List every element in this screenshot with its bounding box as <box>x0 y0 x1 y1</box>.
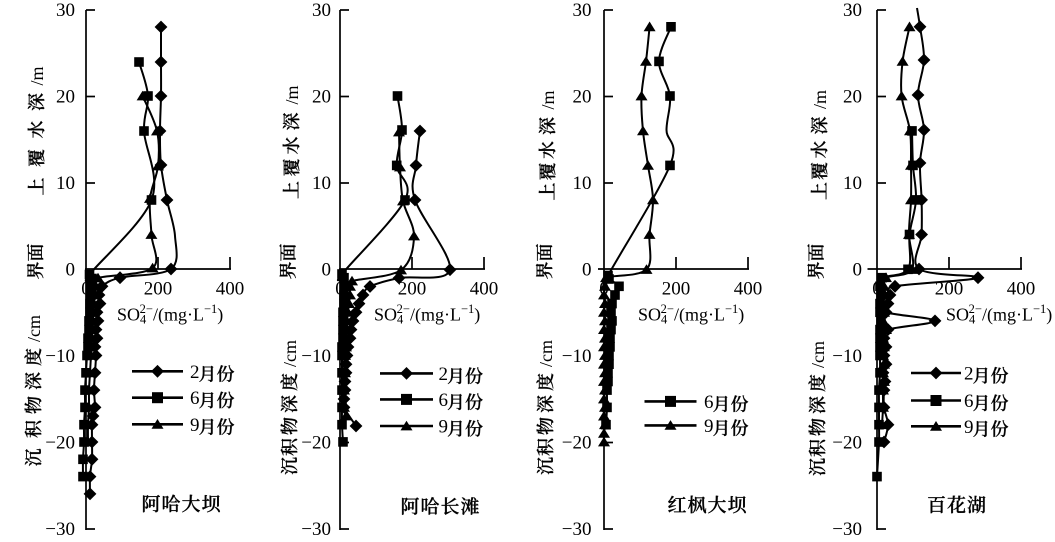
svg-text:/m: /m <box>538 90 558 109</box>
svg-text:200: 200 <box>144 279 173 300</box>
svg-text:2: 2 <box>439 364 449 385</box>
svg-text:30: 30 <box>843 0 862 21</box>
svg-text:400: 400 <box>470 279 499 300</box>
svg-text:9: 9 <box>964 417 974 438</box>
svg-text:6: 6 <box>964 391 974 412</box>
svg-text:/cm: /cm <box>280 340 300 367</box>
svg-text:−10: −10 <box>562 346 592 367</box>
svg-text:−10: −10 <box>832 346 862 367</box>
svg-text:0: 0 <box>81 279 91 300</box>
svg-text:9: 9 <box>704 416 714 437</box>
svg-text:10: 10 <box>312 173 331 194</box>
svg-text:200: 200 <box>662 279 691 300</box>
svg-text:20: 20 <box>573 87 592 108</box>
svg-text:30: 30 <box>573 0 592 21</box>
svg-text:20: 20 <box>312 87 331 108</box>
svg-text:/cm: /cm <box>808 341 828 368</box>
svg-text:−20: −20 <box>832 433 862 454</box>
svg-text:−20: −20 <box>301 433 331 454</box>
svg-text:−30: −30 <box>832 519 862 540</box>
svg-text:0: 0 <box>66 260 76 281</box>
svg-text:10: 10 <box>573 173 592 194</box>
svg-text:200: 200 <box>935 279 964 300</box>
svg-text:SO42−/(mg·L−1): SO42−/(mg·L−1) <box>638 302 744 327</box>
svg-text:9: 9 <box>439 417 449 438</box>
svg-text:6: 6 <box>704 392 714 413</box>
svg-text:/m: /m <box>282 85 302 104</box>
svg-text:2: 2 <box>190 362 200 383</box>
svg-text:−10: −10 <box>45 346 75 367</box>
svg-text:30: 30 <box>312 0 331 21</box>
svg-text:30: 30 <box>56 0 75 21</box>
svg-text:10: 10 <box>843 173 862 194</box>
svg-text:400: 400 <box>216 279 245 300</box>
svg-text:−30: −30 <box>562 519 592 540</box>
svg-text:−30: −30 <box>301 519 331 540</box>
svg-text:−30: −30 <box>45 519 75 540</box>
svg-text:−20: −20 <box>45 433 75 454</box>
svg-text:0: 0 <box>322 260 332 281</box>
svg-text:/cm: /cm <box>536 340 556 367</box>
svg-text:400: 400 <box>1007 279 1036 300</box>
svg-text:/cm: /cm <box>24 315 44 342</box>
svg-text:−20: −20 <box>562 433 592 454</box>
svg-text:0: 0 <box>335 279 345 300</box>
svg-text:6: 6 <box>439 390 449 411</box>
svg-text:/m: /m <box>27 66 47 85</box>
svg-text:/m: /m <box>810 90 830 109</box>
svg-text:0: 0 <box>582 260 592 281</box>
svg-text:20: 20 <box>843 87 862 108</box>
svg-text:0: 0 <box>853 260 863 281</box>
svg-text:10: 10 <box>56 173 75 194</box>
svg-text:2: 2 <box>964 364 974 385</box>
svg-text:400: 400 <box>734 279 763 300</box>
svg-text:20: 20 <box>56 87 75 108</box>
svg-text:9: 9 <box>190 415 200 436</box>
svg-text:6: 6 <box>190 388 200 409</box>
svg-text:200: 200 <box>398 279 427 300</box>
svg-text:−10: −10 <box>301 346 331 367</box>
